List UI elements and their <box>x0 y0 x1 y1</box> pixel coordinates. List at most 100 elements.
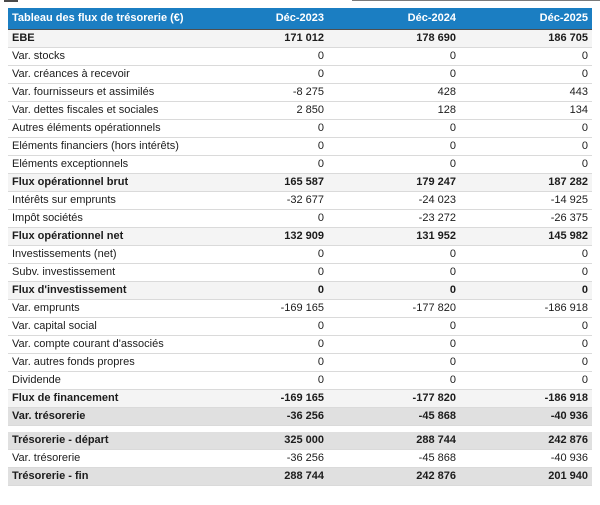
row-label: Var. créances à recevoir <box>8 65 197 84</box>
row-value: -14 925 <box>459 191 592 210</box>
row-value: 165 587 <box>196 173 329 192</box>
row-value: 0 <box>328 47 460 66</box>
cash-flow-statement: Tableau des flux de trésorerie (€) Déc-2… <box>8 8 592 486</box>
row-value: -45 868 <box>328 449 460 468</box>
row-value: -177 820 <box>328 389 460 408</box>
cash-flow-table: Tableau des flux de trésorerie (€) Déc-2… <box>8 8 592 486</box>
row-value: -177 820 <box>328 299 460 318</box>
table-row: Subv. investissement 0 0 0 <box>8 263 592 282</box>
row-value: 0 <box>196 119 329 138</box>
row-value: 0 <box>459 317 592 336</box>
crop-artifact-right <box>352 0 600 1</box>
row-value: 128 <box>328 101 460 120</box>
table-header: Tableau des flux de trésorerie (€) Déc-2… <box>8 8 592 30</box>
row-value: 288 744 <box>328 432 460 450</box>
table-row: Trésorerie - départ 325 000 288 744 242 876 <box>8 432 592 450</box>
row-label: Var. trésorerie <box>8 407 197 426</box>
row-label: EBE <box>8 29 197 48</box>
table-row: Flux de financement -169 165 -177 820 -186 … <box>8 389 592 408</box>
row-value: 0 <box>459 353 592 372</box>
row-value: -186 918 <box>459 389 592 408</box>
row-label: Var. stocks <box>8 47 197 66</box>
row-value: 0 <box>196 371 329 390</box>
row-label: Var. fournisseurs et assimilés <box>8 83 197 102</box>
row-label: Dividende <box>8 371 197 390</box>
row-value: 131 952 <box>328 227 460 246</box>
table-row: Var. stocks 0 0 0 <box>8 47 592 66</box>
table-row: Var. créances à recevoir 0 0 0 <box>8 65 592 84</box>
row-value: 0 <box>459 137 592 156</box>
table-row: Var. autres fonds propres 0 0 0 <box>8 353 592 372</box>
header-row: Tableau des flux de trésorerie (€) Déc-2… <box>8 8 592 30</box>
row-value: 288 744 <box>196 467 329 486</box>
crop-artifact-left <box>4 0 18 2</box>
table-row: Var. compte courant d'associés 0 0 0 <box>8 335 592 354</box>
row-value: 0 <box>196 335 329 354</box>
row-value: 0 <box>328 155 460 174</box>
row-value: 178 690 <box>328 29 460 48</box>
row-value: 0 <box>459 119 592 138</box>
row-value: 0 <box>328 137 460 156</box>
row-value: 0 <box>196 263 329 282</box>
row-value: 0 <box>328 281 460 300</box>
row-value: 0 <box>196 245 329 264</box>
table-row: Var. emprunts -169 165 -177 820 -186 918 <box>8 299 592 318</box>
row-value: 0 <box>459 263 592 282</box>
row-value: 0 <box>328 65 460 84</box>
row-value: 132 909 <box>196 227 329 246</box>
row-value: 0 <box>196 65 329 84</box>
table-row: Var. trésorerie -36 256 -45 868 -40 936 <box>8 407 592 426</box>
row-value: 0 <box>459 155 592 174</box>
row-value: 187 282 <box>459 173 592 192</box>
table-row: Var. capital social 0 0 0 <box>8 317 592 336</box>
row-label: Flux d'investissement <box>8 281 197 300</box>
row-label: Var. autres fonds propres <box>8 353 197 372</box>
row-label: Trésorerie - départ <box>8 432 197 450</box>
table-closing-body: Trésorerie - départ 325 000 288 744 242 876… <box>8 432 592 486</box>
row-value: 134 <box>459 101 592 120</box>
table-row: Var. trésorerie -36 256 -45 868 -40 936 <box>8 449 592 468</box>
row-value: 0 <box>328 119 460 138</box>
row-value: 0 <box>196 137 329 156</box>
row-value: -36 256 <box>196 449 329 468</box>
row-value: 0 <box>459 245 592 264</box>
row-value: -32 677 <box>196 191 329 210</box>
row-label: Subv. investissement <box>8 263 197 282</box>
row-label: Intérêts sur emprunts <box>8 191 197 210</box>
row-label: Flux opérationnel brut <box>8 173 197 192</box>
row-value: 145 982 <box>459 227 592 246</box>
row-value: 0 <box>459 371 592 390</box>
row-value: -23 272 <box>328 209 460 228</box>
row-value: 428 <box>328 83 460 102</box>
table-row: Investissements (net) 0 0 0 <box>8 245 592 264</box>
row-value: -169 165 <box>196 299 329 318</box>
row-label: Investissements (net) <box>8 245 197 264</box>
row-value: 0 <box>459 65 592 84</box>
table-row: Eléments financiers (hors intérêts) 0 0 0 <box>8 137 592 156</box>
row-label: Eléments exceptionnels <box>8 155 197 174</box>
row-value: 0 <box>459 335 592 354</box>
row-value: -40 936 <box>459 449 592 468</box>
row-value: -36 256 <box>196 407 329 426</box>
row-value: 201 940 <box>459 467 592 486</box>
table-title: Tableau des flux de trésorerie (€) <box>8 8 197 30</box>
row-value: 0 <box>196 317 329 336</box>
row-value: 242 876 <box>328 467 460 486</box>
row-label: Trésorerie - fin <box>8 467 197 486</box>
row-value: -24 023 <box>328 191 460 210</box>
row-value: -186 918 <box>459 299 592 318</box>
row-label: Var. trésorerie <box>8 449 197 468</box>
row-value: 0 <box>328 353 460 372</box>
row-value: 2 850 <box>196 101 329 120</box>
row-value: 0 <box>328 335 460 354</box>
row-value: -26 375 <box>459 209 592 228</box>
row-value: 0 <box>328 245 460 264</box>
table-row: Var. dettes fiscales et sociales 2 850 128… <box>8 101 592 120</box>
section-spacer <box>8 425 592 432</box>
table-row: Flux opérationnel net 132 909 131 952 145 9… <box>8 227 592 246</box>
row-value: 0 <box>328 317 460 336</box>
table-row: Eléments exceptionnels 0 0 0 <box>8 155 592 174</box>
row-value: 0 <box>196 353 329 372</box>
row-value: 0 <box>459 47 592 66</box>
